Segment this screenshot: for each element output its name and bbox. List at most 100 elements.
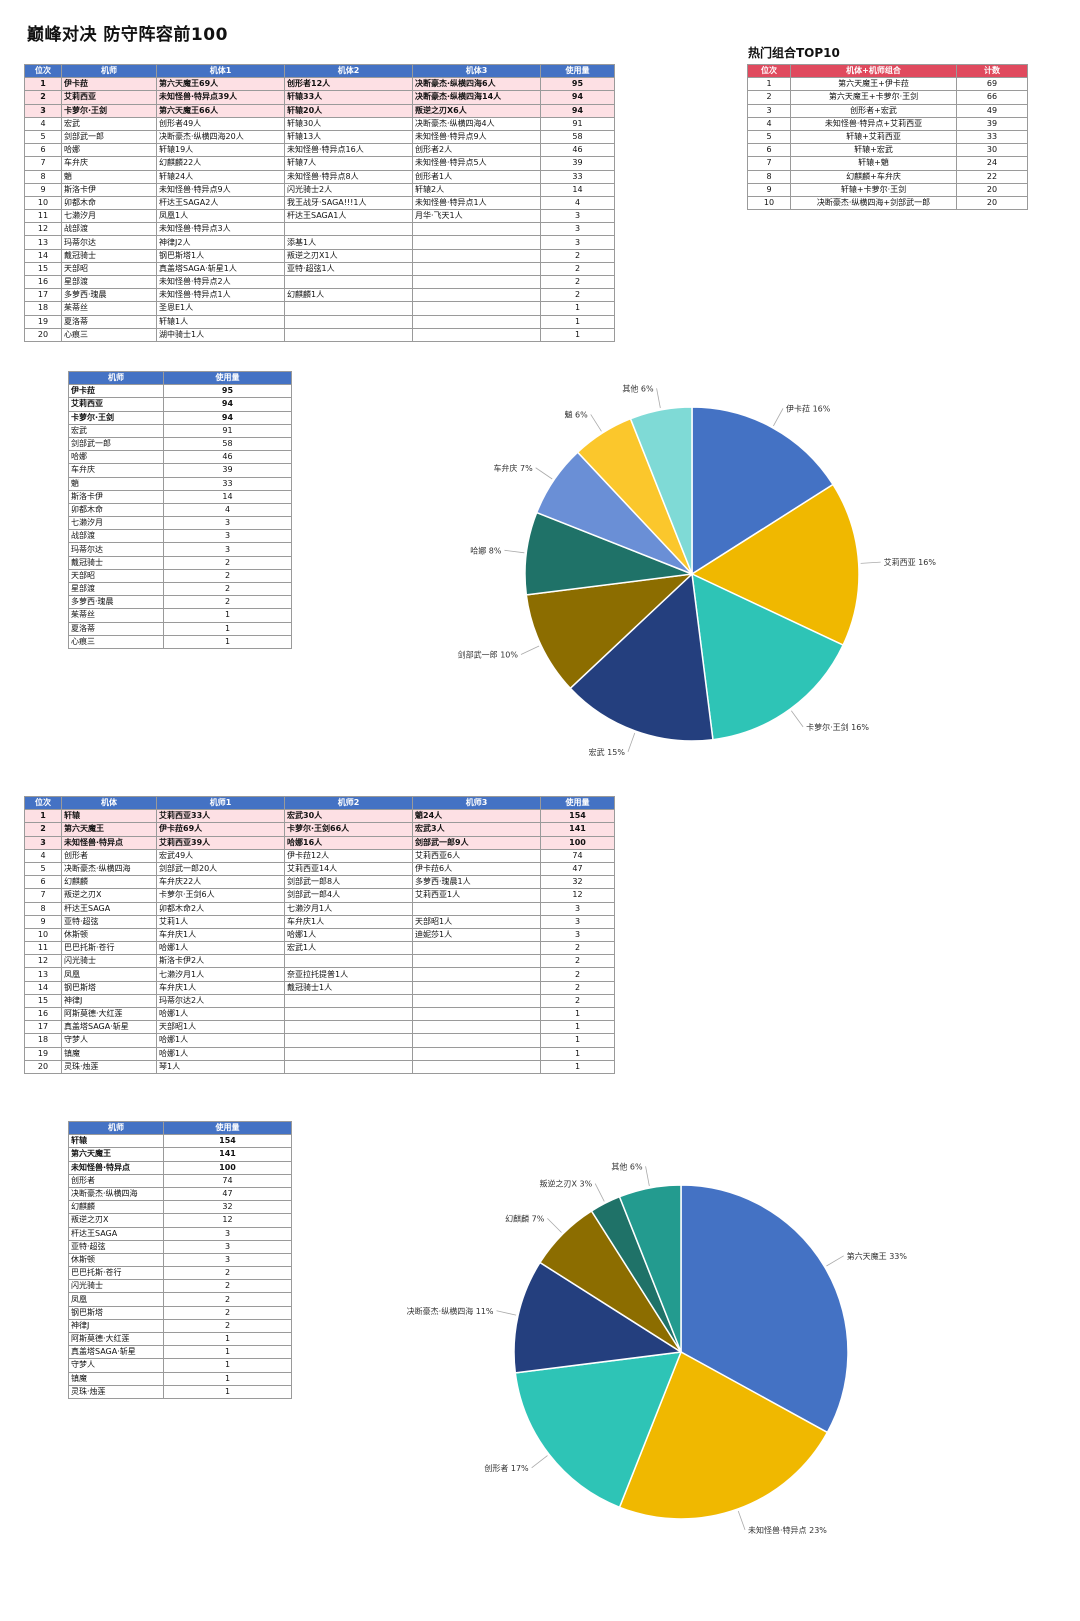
column-header: 机体1 — [156, 63, 285, 79]
table-row: 杆达王SAGA 3 — [68, 1226, 292, 1241]
table-cell: 1 — [163, 634, 292, 649]
pie-slice — [513, 1261, 684, 1374]
table-cell: 灵珠·烛莲 — [68, 1384, 164, 1399]
table-cell: 第六天魔王+卡萝尔·王剑 — [790, 90, 957, 105]
table-row: 5 剑部武一郎 决断豪杰·纵横四海20人 轩辕13人 未知怪兽·特异点9人 58 — [24, 129, 615, 145]
pie-slice-label: 哈娜 8% — [470, 545, 502, 555]
pie-slice — [690, 483, 860, 647]
pie-leader-line — [535, 467, 553, 480]
table-row: 1 伊卡菈 第六天魔王69人 创形者12人 决断豪杰·纵横四海6人 95 — [24, 77, 615, 92]
table-row: 18 守梦人 哈娜1人 1 — [24, 1033, 615, 1048]
mech-usage-table: 机师 使用量 轩辕 154 第六天魔王 141 未知怪兽·特异点 100 创形者 74 决断豪杰·纵… — [68, 1120, 292, 1399]
table-row: 9 亚特·超弦 艾莉1人 车弁庆1人 天部昭1人 3 — [24, 914, 615, 929]
table-row: 10 卯都木命 杆达王SAGA2人 我王战牙·SAGA!!!1人 未知怪兽·特异点1人 4 — [24, 195, 615, 211]
table-cell: 叛逆之刃X6人 — [412, 103, 541, 118]
table-cell: 第六天魔王 — [61, 822, 157, 837]
table-header-row: 位次 机体+机师组合 计数 — [747, 63, 1028, 79]
table-cell: 94 — [540, 103, 615, 118]
table-row: 5 决断豪杰·纵横四海 剑部武一郎20人 艾莉西亚14人 伊卡菈6人 47 — [24, 861, 615, 877]
page-title: 巅峰对决 防守阵容前100 — [27, 25, 228, 45]
pie-slice-label: 其他 6% — [622, 383, 654, 393]
table-row: 11 巴巴托斯·苍行 哈娜1人 宏武1人 2 — [24, 941, 615, 956]
table-cell: 3 — [747, 103, 791, 118]
table-row: 星部渡 2 — [68, 581, 292, 597]
pie-leader-line — [656, 388, 661, 409]
pie-slice-label: 其他 6% — [611, 1161, 643, 1171]
mech-lineup-table: 位次 机体 机师1 机师2 机师3 使用量 1 轩辕 艾莉西亚33人 宏武30人 魈24人 154 2 第… — [24, 795, 615, 1074]
pie-leader-line — [627, 732, 636, 752]
pie-slice-label: 艾莉西亚 16% — [884, 557, 937, 567]
table-cell: 94 — [163, 410, 292, 425]
table-cell: 灵珠·烛莲 — [61, 1059, 157, 1074]
column-header: 机师 — [68, 1120, 164, 1136]
table-row: 巴巴托斯·苍行 2 — [68, 1266, 292, 1281]
table-cell: 1 — [540, 1059, 615, 1074]
table-row: 10 决断豪杰·纵横四海+剑部武一郎 20 — [747, 195, 1028, 211]
pie-slice-label: 卡萝尔·王剑 16% — [806, 722, 869, 732]
table-cell: 决断豪杰·纵横四海+剑部武一郎 — [790, 195, 957, 211]
table-row: 3 卡萝尔·王剑 第六天魔王66人 轩辕20人 叛逆之刃X6人 94 — [24, 103, 615, 118]
combo-table-title: 热门组合TOP10 — [748, 46, 840, 60]
pie-leader-line — [773, 408, 784, 427]
pie-slice — [569, 572, 714, 742]
table-cell: 决断豪杰·纵横四海6人 — [412, 77, 541, 92]
table-cell: 1 — [24, 77, 62, 92]
pie-slice-label: 未知怪兽·特异点 23% — [748, 1525, 827, 1535]
column-header: 机体2 — [284, 63, 413, 79]
pie-slice-label: 剑部武一郎 10% — [458, 649, 519, 659]
pie-leader-line — [504, 549, 525, 554]
table-row: 20 灵珠·烛莲 琴1人 1 — [24, 1059, 615, 1074]
pie-slice — [525, 572, 695, 690]
table-cell: 卡萝尔·王剑 — [61, 103, 157, 118]
table-row: 镇魔 1 — [68, 1371, 292, 1386]
table-cell: 决断豪杰·纵横四海14人 — [412, 90, 541, 105]
table-row: 灵珠·烛莲 1 — [68, 1384, 292, 1399]
table-row: 8 杆达王SAGA 卯都木命2人 七濑汐月1人 3 — [24, 901, 615, 916]
table-row: 13 玛蒂尔达 神律J2人 添基1人 3 — [24, 235, 615, 250]
column-header: 机体3 — [412, 63, 541, 79]
table-row: 创形者 74 — [68, 1173, 292, 1188]
pie-leader-line — [826, 1255, 844, 1267]
table-row: 魈 33 — [68, 476, 292, 491]
table-row: 休斯顿 3 — [68, 1252, 292, 1268]
table-row: 卯都木命 4 — [68, 502, 292, 518]
column-header: 机体 — [61, 795, 157, 811]
pie-leader-line — [645, 1166, 650, 1187]
table-cell: 94 — [540, 90, 615, 105]
table-cell: 轩辕33人 — [284, 90, 413, 105]
table-row: 决断豪杰·纵横四海 47 — [68, 1186, 292, 1202]
table-header-row: 位次 机师 机体1 机体2 机体3 使用量 — [24, 63, 615, 79]
table-row: 6 轩辕+宏武 30 — [747, 143, 1028, 158]
pie-slice-label: 伊卡菈 16% — [786, 403, 831, 413]
table-row: 20 心痕三 湖中骑士1人 1 — [24, 327, 615, 342]
table-header-row: 机师 使用量 — [68, 1120, 292, 1136]
table-cell: 3 — [24, 835, 62, 850]
column-header: 机师3 — [412, 795, 541, 811]
table-row: 心痕三 1 — [68, 634, 292, 649]
table-cell: 未知怪兽·特异点 — [61, 835, 157, 850]
table-cell: 20 — [956, 195, 1028, 211]
pie-slice — [629, 406, 693, 575]
pie-leader-line — [547, 1218, 562, 1233]
table-cell: 1 — [540, 327, 615, 342]
table-row: 神律J 2 — [68, 1318, 292, 1334]
table-cell: 66 — [956, 90, 1028, 105]
table-row: 2 第六天魔王+卡萝尔·王剑 66 — [747, 90, 1028, 105]
table-cell: 69 — [956, 77, 1028, 92]
pie-slice — [691, 406, 835, 576]
column-header: 机体+机师组合 — [790, 63, 957, 79]
table-row: 天部昭 2 — [68, 568, 292, 584]
pie-slice — [618, 1350, 829, 1520]
table-row: 闪光骑士 2 — [68, 1279, 292, 1294]
table-cell: 20 — [24, 327, 62, 342]
pie-leader-line — [737, 1510, 746, 1530]
pilot-usage-table: 机师 使用量 伊卡菈 95 艾莉西亚 94 卡萝尔·王剑 94 宏武 91 剑部武一郎 58 哈娜 46 车… — [68, 370, 292, 649]
pie-slice-label: 决断豪杰·纵横四海 11% — [407, 1306, 494, 1316]
table-cell: 艾莉西亚39人 — [156, 835, 285, 850]
table-cell: 95 — [540, 77, 615, 92]
table-row: 3 未知怪兽·特异点 艾莉西亚39人 哈娜16人 剑部武一郎9人 100 — [24, 835, 615, 850]
pie-leader-line — [531, 1455, 548, 1469]
pie-slice-label: 魈 6% — [564, 409, 588, 419]
table-row: 第六天魔王 141 — [68, 1147, 292, 1162]
